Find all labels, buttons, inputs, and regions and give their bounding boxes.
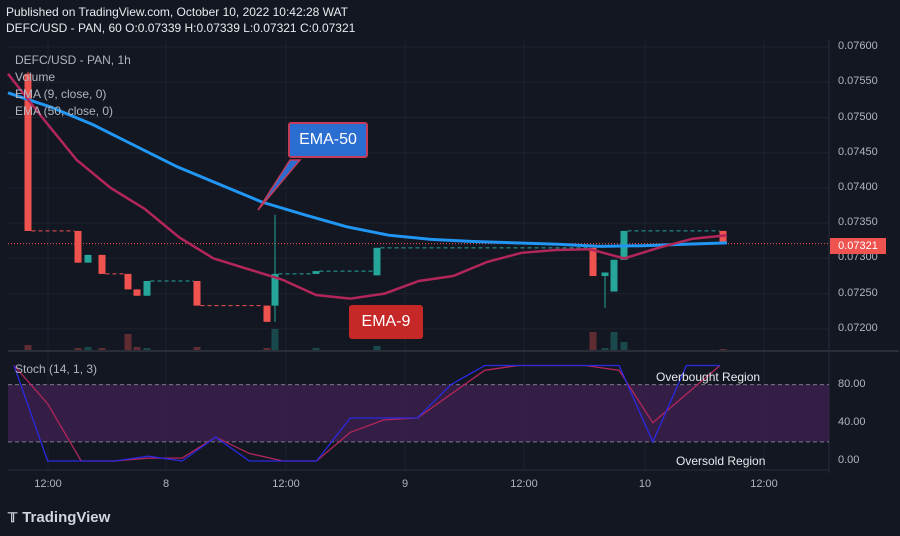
ema9-callout: EMA-9 xyxy=(349,305,423,339)
volume-bar xyxy=(312,348,320,350)
candle-body xyxy=(24,73,32,231)
volume-bar xyxy=(98,348,106,350)
time-tick-label: 12:00 xyxy=(750,478,778,490)
price-tick-label: 0.07500 xyxy=(838,110,878,123)
published-line: Published on TradingView.com, October 10… xyxy=(6,5,348,19)
last-price-tag: 0.07321 xyxy=(830,238,886,254)
legend-ema50: EMA (50, close, 0) xyxy=(15,104,114,118)
candle-body xyxy=(589,247,597,277)
legend-volume: Volume xyxy=(15,70,56,84)
stoch-tick-label: 40.00 xyxy=(838,415,866,428)
candle-body xyxy=(271,273,279,306)
legend-title: DEFC/USD - PAN, 1h xyxy=(15,53,131,67)
price-tick-label: 0.07450 xyxy=(838,145,878,158)
stoch-tick-label: 80.00 xyxy=(838,377,866,390)
ema50-arrow xyxy=(257,159,302,211)
time-tick-label: 10 xyxy=(638,478,652,490)
price-tick-label: 0.07550 xyxy=(838,75,878,88)
candle-body xyxy=(133,289,141,296)
tradingview-brand[interactable]: 𝕋 TradingView xyxy=(8,509,110,526)
price-tick-label: 0.07300 xyxy=(838,251,878,264)
candle-body xyxy=(263,305,271,322)
time-tick-label: 12:00 xyxy=(34,478,62,490)
price-tick-label: 0.07200 xyxy=(838,321,878,334)
candle-body xyxy=(98,254,106,274)
candle-body xyxy=(601,272,609,277)
volume-bar xyxy=(373,346,381,350)
volume-bar xyxy=(620,342,628,350)
candle-body xyxy=(193,280,201,306)
volume-bar xyxy=(610,332,618,350)
volume-bar xyxy=(193,347,201,350)
time-tick-label: 12:00 xyxy=(510,478,538,490)
ema50-callout: EMA-50 xyxy=(288,122,368,158)
stoch-tick-label: 0.00 xyxy=(838,454,860,466)
stoch-band-fill xyxy=(8,384,829,442)
time-tick-label: 12:00 xyxy=(272,478,300,490)
ema9-line xyxy=(7,73,728,300)
volume-bar xyxy=(143,348,151,350)
volume-bar xyxy=(601,348,609,350)
candle-body xyxy=(84,254,92,263)
volume-bar xyxy=(84,347,92,350)
candles xyxy=(24,71,727,322)
time-tick-label: 8 xyxy=(162,478,170,490)
stoch-band xyxy=(8,384,829,443)
candle-body xyxy=(74,230,82,263)
candle-body xyxy=(610,259,618,292)
time-tick-label: 9 xyxy=(401,478,409,490)
price-tick-label: 0.07250 xyxy=(838,286,878,299)
volume-bars xyxy=(24,329,727,350)
volume-bar xyxy=(263,348,271,350)
candle-body xyxy=(373,247,381,276)
ema-lines xyxy=(7,73,728,300)
volume-bar xyxy=(74,348,82,350)
candle-body xyxy=(143,280,151,296)
candle-body xyxy=(312,271,320,274)
volume-bar xyxy=(271,329,279,350)
volume-bar xyxy=(719,349,727,350)
volume-bar xyxy=(124,334,132,350)
overbought-label: Overbought Region xyxy=(656,370,761,384)
candle-body xyxy=(719,230,727,244)
price-tick-label: 0.07400 xyxy=(838,180,878,193)
stoch-lines xyxy=(13,364,721,462)
stoch-d-line xyxy=(13,364,721,462)
symbol-ohlc-line: DEFC/USD - PAN, 60 O:0.07339 H:0.07339 L… xyxy=(6,21,356,35)
ema50-line xyxy=(7,91,728,248)
oversold-label: Oversold Region xyxy=(676,454,766,468)
price-tick-label: 0.07350 xyxy=(838,216,878,229)
brand-label: TradingView xyxy=(22,509,111,526)
stoch-k-line xyxy=(13,364,720,462)
volume-bar xyxy=(133,347,141,350)
legend-ema9: EMA (9, close, 0) xyxy=(15,87,107,101)
price-tick-label: 0.07600 xyxy=(838,40,878,53)
volume-bar xyxy=(24,345,32,350)
tradingview-logo-icon: 𝕋 xyxy=(8,509,18,525)
volume-bar xyxy=(589,332,597,350)
candle-body xyxy=(124,273,132,290)
legend-stoch: Stoch (14, 1, 3) xyxy=(15,362,98,376)
